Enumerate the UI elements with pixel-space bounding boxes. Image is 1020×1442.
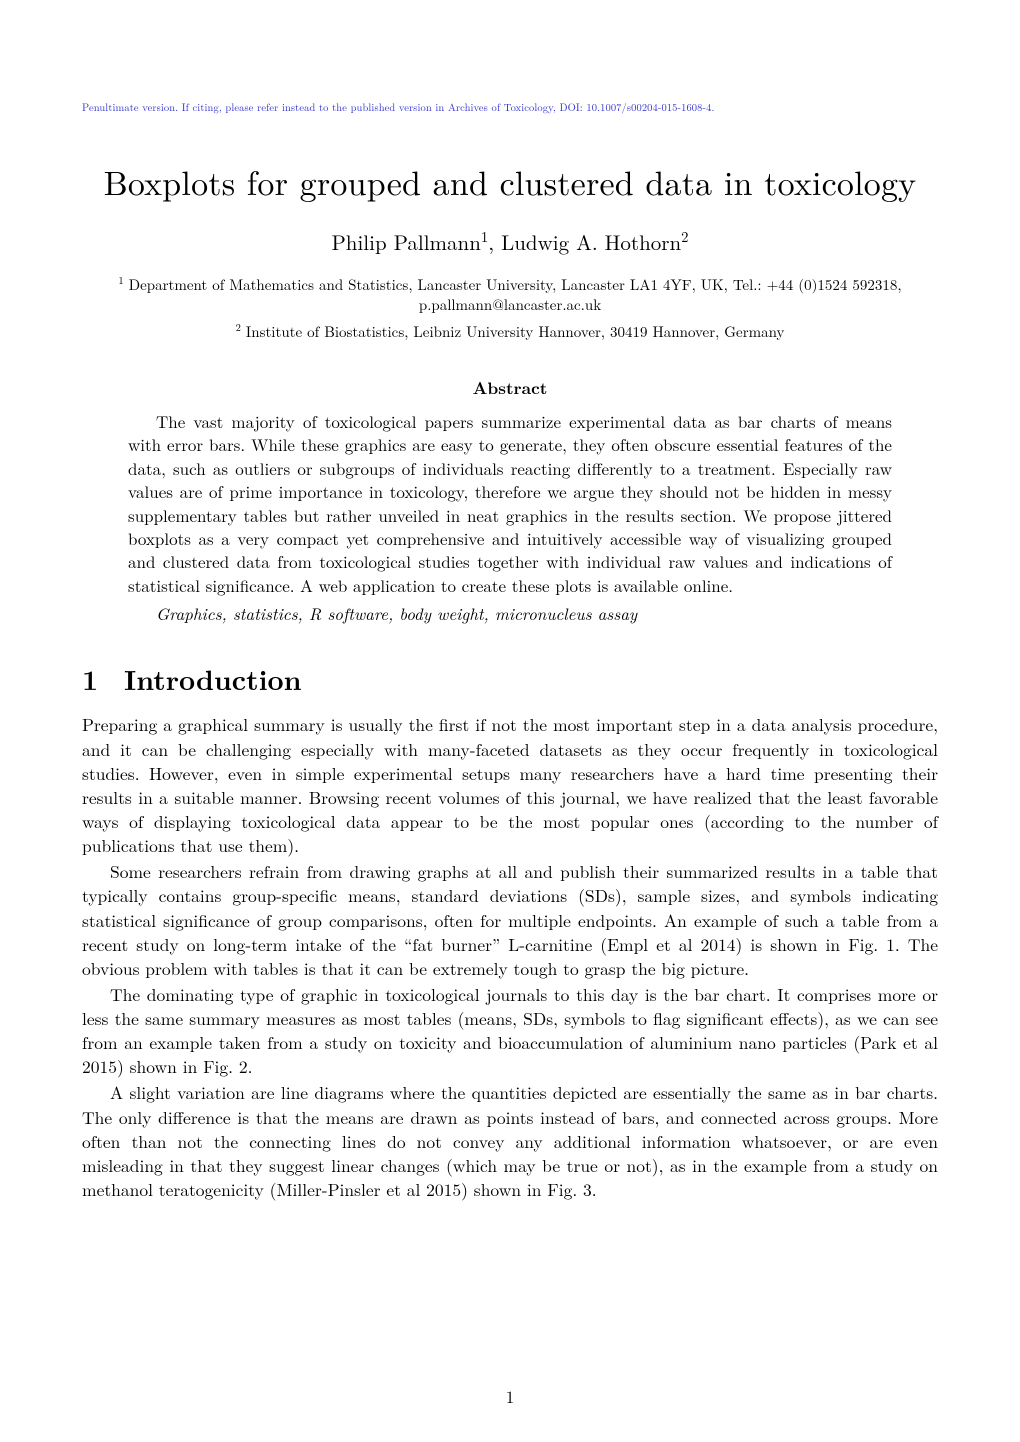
authors-line: Philip Pallmann1, Ludwig A. Hothorn2 bbox=[82, 227, 938, 257]
abstract-heading: Abstract bbox=[82, 376, 938, 400]
author-2-name: Ludwig A. Hothorn bbox=[501, 227, 681, 257]
abstract-body: The vast majority of toxicological paper… bbox=[128, 410, 892, 598]
affiliation-1: 1 Department of Mathematics and Statisti… bbox=[82, 275, 938, 316]
section-1-para-1: Preparing a graphical summary is usually… bbox=[82, 713, 938, 858]
paper-title: Boxplots for grouped and clustered data … bbox=[82, 157, 938, 205]
affiliation-2: 2 Institute of Biostatistics, Leibniz Un… bbox=[82, 322, 938, 342]
section-1-number: 1 bbox=[82, 659, 124, 699]
section-1-para-3: The dominating type of graphic in toxico… bbox=[82, 983, 938, 1080]
section-1-heading: 1Introduction bbox=[82, 659, 938, 699]
author-2-sup: 2 bbox=[681, 226, 688, 247]
affiliation-2-text: Institute of Biostatistics, Leibniz Univ… bbox=[241, 321, 785, 342]
abstract-keywords: Graphics, statistics, R software, body w… bbox=[128, 601, 892, 625]
section-1-para-4: A slight variation are line diagrams whe… bbox=[82, 1081, 938, 1202]
author-separator: , bbox=[488, 227, 501, 257]
page-container: Penultimate version. If citing, please r… bbox=[0, 0, 1020, 1442]
section-1-para-2: Some researchers refrain from drawing gr… bbox=[82, 860, 938, 981]
affiliation-1-text: Department of Mathematics and Statistics… bbox=[124, 274, 902, 315]
author-1-name: Philip Pallmann bbox=[331, 227, 480, 257]
preprint-note: Penultimate version. If citing, please r… bbox=[82, 100, 938, 115]
section-1-title: Introduction bbox=[124, 659, 302, 699]
page-number: 1 bbox=[0, 1384, 1020, 1408]
